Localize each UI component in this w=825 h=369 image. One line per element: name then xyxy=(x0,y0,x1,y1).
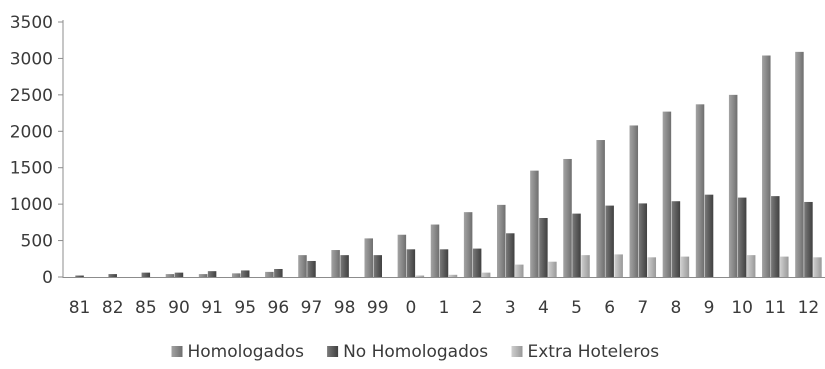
x-tick-label: 95 xyxy=(234,298,256,318)
bar xyxy=(780,256,789,277)
bar xyxy=(647,257,657,277)
legend-swatch xyxy=(327,346,339,357)
bar xyxy=(430,224,440,277)
bar xyxy=(629,125,639,278)
bar xyxy=(141,272,151,277)
bar xyxy=(274,268,283,277)
x-tick-label: 10 xyxy=(731,298,753,318)
x-tick-label: 8 xyxy=(670,298,681,318)
x-tick-label: 96 xyxy=(268,298,290,318)
bar xyxy=(481,272,491,277)
legend-item-label: Homologados xyxy=(188,342,305,362)
bar xyxy=(614,254,623,277)
x-tick-label: 1 xyxy=(439,298,450,318)
x-tick-label: 3 xyxy=(505,298,516,318)
bar xyxy=(581,255,590,277)
bar xyxy=(662,111,672,277)
bar xyxy=(804,201,813,277)
x-tick-label: 91 xyxy=(201,298,223,318)
bar xyxy=(539,217,548,277)
y-tick-label: 0 xyxy=(42,268,53,288)
x-tick-label: 97 xyxy=(301,298,323,318)
bar xyxy=(439,249,449,277)
x-tick-label: 4 xyxy=(538,298,549,318)
bar xyxy=(298,255,307,277)
bar xyxy=(728,94,738,277)
bar xyxy=(340,255,349,277)
legend-item-label: Extra Hoteleros xyxy=(528,342,660,362)
bar xyxy=(231,273,241,277)
x-tick-label: 5 xyxy=(571,298,582,318)
y-tick-label: 2500 xyxy=(10,86,53,106)
bar xyxy=(307,260,316,277)
x-tick-label: 2 xyxy=(472,298,483,318)
bar xyxy=(515,264,524,277)
bar xyxy=(265,271,274,277)
bar xyxy=(75,275,84,277)
bar xyxy=(240,270,250,277)
bar xyxy=(563,158,572,277)
bars xyxy=(75,51,822,278)
bar xyxy=(207,271,217,277)
bar xyxy=(737,197,747,277)
y-tick-label: 2000 xyxy=(10,122,53,142)
bar xyxy=(165,274,175,277)
x-tick-label: 85 xyxy=(135,298,157,318)
y-tick-label: 500 xyxy=(21,232,53,252)
x-tick-label: 7 xyxy=(637,298,648,318)
bar xyxy=(680,256,690,277)
axes xyxy=(58,20,825,278)
bar xyxy=(771,196,780,277)
x-tick-label: 90 xyxy=(168,298,190,318)
x-tick-label: 81 xyxy=(69,298,91,318)
x-tick-label: 0 xyxy=(405,298,416,318)
bar xyxy=(671,201,681,277)
y-tick-label: 3000 xyxy=(10,49,53,69)
bar xyxy=(497,204,506,277)
bar xyxy=(795,51,804,278)
x-tick-label: 6 xyxy=(604,298,615,318)
bar xyxy=(695,104,705,277)
bar xyxy=(108,274,117,277)
x-tick-label: 11 xyxy=(764,298,786,318)
bar xyxy=(448,274,458,277)
bar xyxy=(506,233,515,277)
bar xyxy=(596,140,605,277)
bar xyxy=(406,249,416,277)
bar xyxy=(746,255,756,277)
bar xyxy=(572,213,581,277)
x-tick-label: 9 xyxy=(704,298,715,318)
legend-swatch xyxy=(511,346,523,357)
bar xyxy=(472,248,482,277)
legend: Homologados No Homologados Extra Hoteleros xyxy=(171,342,660,362)
bar xyxy=(463,212,473,277)
bar xyxy=(704,194,714,277)
bar xyxy=(605,205,614,277)
bar xyxy=(373,255,382,277)
legend-item-label: No Homologados xyxy=(343,342,488,362)
bar xyxy=(638,203,648,277)
x-tick-label: 99 xyxy=(367,298,389,318)
bar xyxy=(530,170,539,277)
bar xyxy=(548,261,557,277)
bar xyxy=(813,257,822,277)
x-tick-label: 98 xyxy=(334,298,356,318)
bar xyxy=(364,238,373,277)
bar xyxy=(397,234,407,277)
bar xyxy=(198,274,208,277)
bar xyxy=(762,55,771,278)
x-tick-label: 12 xyxy=(798,298,820,318)
y-tick-label: 1000 xyxy=(10,195,53,215)
y-tick-label: 1500 xyxy=(10,159,53,179)
bar xyxy=(331,250,340,277)
x-tick-label: 82 xyxy=(102,298,124,318)
y-tick-label: 3500 xyxy=(10,13,53,33)
bar xyxy=(415,275,425,277)
bar xyxy=(174,272,184,277)
legend-swatch xyxy=(171,346,183,357)
